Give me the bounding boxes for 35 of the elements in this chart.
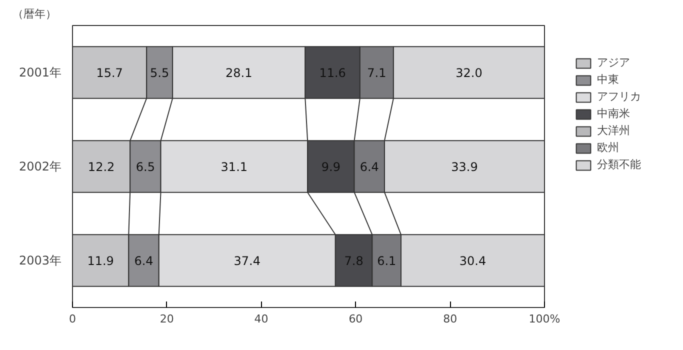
legend-label: アフリカ — [597, 89, 641, 104]
data-label: 6.4 — [134, 254, 154, 268]
data-label: 32.0 — [456, 66, 482, 80]
x-tick-label: 60 — [348, 312, 363, 326]
legend-label: 欧州 — [597, 140, 619, 155]
legend-label: 中南米 — [597, 106, 630, 121]
data-label: 37.4 — [234, 254, 260, 268]
x-tick-label: 80 — [443, 312, 458, 326]
x-tick-label: 0 — [69, 312, 76, 326]
y-tick-label: 2003年 — [18, 254, 62, 268]
data-label: 11.9 — [87, 254, 114, 268]
legend-label: 大洋州 — [597, 123, 630, 138]
legend-label: 中東 — [597, 72, 619, 87]
data-label: 12.2 — [88, 160, 115, 174]
data-label: 11.6 — [319, 66, 346, 80]
legend-label: アジア — [597, 55, 630, 70]
data-label: 30.4 — [459, 254, 486, 268]
data-label: 31.1 — [220, 160, 248, 174]
data-label: 15.7 — [96, 66, 123, 80]
data-label: 9.9 — [321, 160, 340, 174]
data-label: 6.5 — [136, 160, 155, 174]
data-label: 28.1 — [226, 66, 252, 80]
y-tick-label: 2002年 — [18, 160, 62, 174]
y-axis-title: （暦年） — [12, 8, 56, 20]
x-tick-label: 20 — [160, 312, 174, 326]
x-tick-label: 100% — [528, 312, 560, 326]
legend-label: 分類不能 — [597, 157, 641, 172]
data-label: 6.1 — [377, 254, 396, 268]
y-tick-label: 2001年 — [18, 66, 62, 80]
x-tick-label: 40 — [254, 312, 268, 326]
data-label: 33.9 — [451, 160, 478, 174]
data-label: 7.1 — [367, 66, 386, 80]
data-label: 7.8 — [344, 254, 364, 268]
data-label: 5.5 — [150, 66, 170, 80]
data-label: 6.4 — [360, 160, 379, 174]
